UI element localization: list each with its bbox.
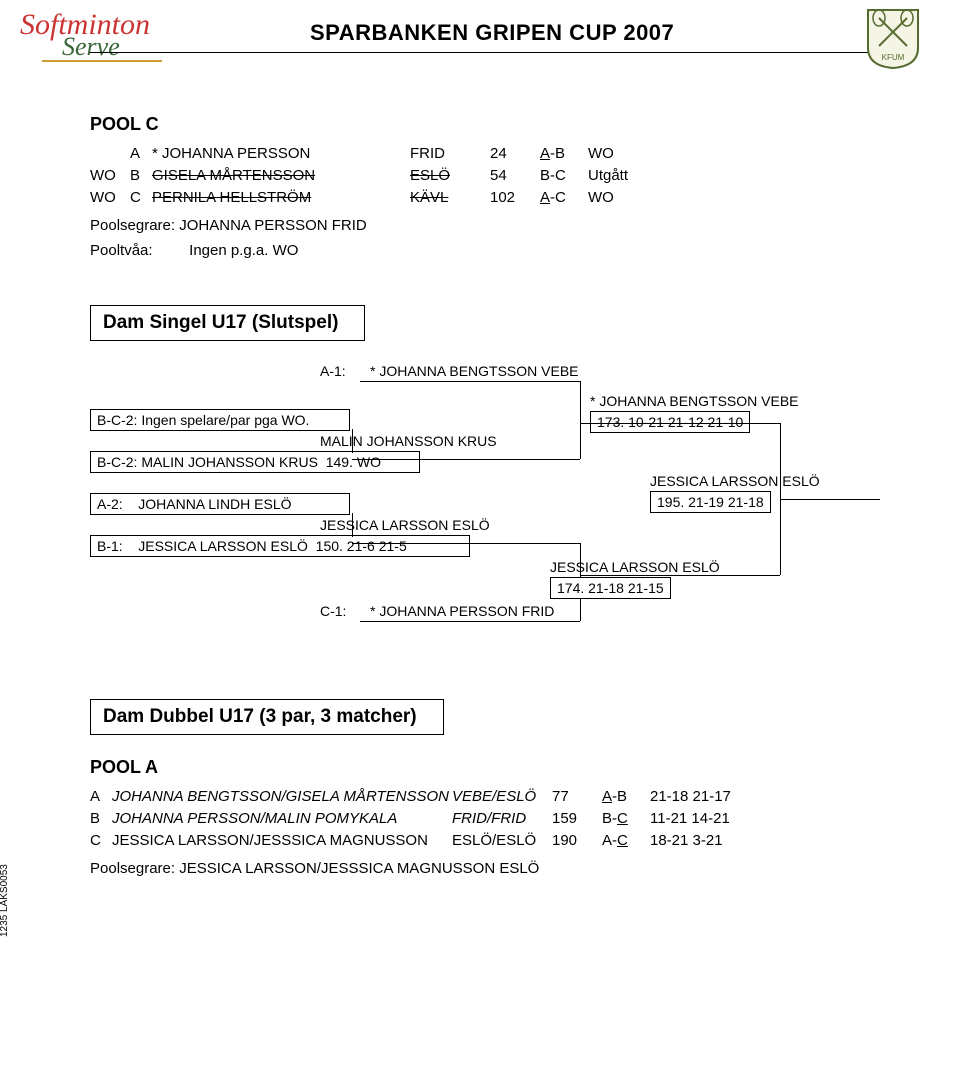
row-result: Utgått [588, 165, 850, 187]
semi-top-score: 173. 10-21 21-12 21-10 [590, 411, 750, 433]
pool-c-label: POOL C [90, 114, 890, 135]
row-num: 54 [490, 165, 540, 187]
row-match: A-C [602, 830, 650, 852]
logo-left: Softminton Serve [20, 8, 180, 62]
c1-label: C-1: [320, 603, 346, 619]
row-club: VEBE/ESLÖ [452, 786, 552, 808]
pool-row: WO C PERNILA HELLSTRÖM KÄVL 102 A-C WO [90, 187, 850, 209]
pool-row: WO B GISELA MÅRTENSSON ESLÖ 54 B-C Utgåt… [90, 165, 850, 187]
row-code: C [130, 187, 152, 209]
row-pre: WO [90, 165, 130, 187]
row-result: 21-18 21-17 [650, 786, 850, 808]
row-club: ESLÖ [410, 165, 490, 187]
row-name: GISELA MÅRTENSSON [152, 165, 410, 187]
row-result: 11-21 14-21 [650, 808, 850, 830]
bracket-line [580, 381, 581, 459]
shield-icon: KFUM [866, 8, 920, 70]
bracket-line [780, 499, 880, 500]
row-code: B [90, 808, 112, 830]
row-match: B-C [540, 165, 588, 187]
row-result: WO [588, 187, 850, 209]
pool-row: A * JOHANNA PERSSON FRID 24 A-B WO [90, 143, 850, 165]
a2-box: A-2: JOHANNA LINDH ESLÖ [90, 493, 350, 515]
bracket-line [352, 513, 353, 537]
page-title: SPARBANKEN GRIPEN CUP 2007 [310, 20, 674, 46]
row-code: B [130, 165, 152, 187]
row-num: 77 [552, 786, 602, 808]
bracket-line [360, 381, 580, 382]
bracket-line [352, 429, 353, 453]
row-names: JESSICA LARSSON/JESSSICA MAGNUSSON [112, 830, 452, 852]
row-code: C [90, 830, 112, 852]
bracket: A-1: * JOHANNA BENGTSSON VEBE * JOHANNA … [90, 363, 890, 653]
row-match: B-C [602, 808, 650, 830]
dubbel-row: B JOHANNA PERSSON/MALIN POMYKALA FRID/FR… [90, 808, 850, 830]
semi-bot-name: JESSICA LARSSON ESLÖ [550, 559, 720, 575]
row-result: WO [588, 143, 850, 165]
dubbel-title: Dam Dubbel U17 (3 par, 3 matcher) [90, 699, 444, 735]
row-result: 18-21 3-21 [650, 830, 850, 852]
b1-box: B-1: JESSICA LARSSON ESLÖ 150. 21-6 21-5 [90, 535, 470, 557]
mid-upper-name: MALIN JOHANSSON KRUS [320, 433, 497, 449]
row-club: FRID/FRID [452, 808, 552, 830]
row-code: A [90, 786, 112, 808]
pool-c-section: POOL C A * JOHANNA PERSSON FRID 24 A-B W… [90, 114, 890, 259]
a1-label: A-1: [320, 363, 346, 379]
row-names: JOHANNA PERSSON/MALIN POMYKALA [112, 808, 452, 830]
a1-value: * JOHANNA BENGTSSON VEBE [370, 363, 579, 379]
row-club: KÄVL [410, 187, 490, 209]
row-num: 102 [490, 187, 540, 209]
row-match: A-B [602, 786, 650, 808]
poolsegrare-line: Poolsegrare: JOHANNA PERSSON FRID [90, 217, 890, 234]
final-score: 195. 21-19 21-18 [650, 491, 771, 513]
bracket-line [580, 423, 780, 424]
bc2b-box: B-C-2: MALIN JOHANSSON KRUS 149. WO [90, 451, 420, 473]
bracket-line [352, 459, 580, 460]
c1-value: * JOHANNA PERSSON FRID [370, 603, 554, 619]
dubbel-row: A JOHANNA BENGTSSON/GISELA MÅRTENSSON VE… [90, 786, 850, 808]
semi-top-name: * JOHANNA BENGTSSON VEBE [590, 393, 799, 409]
row-name: * JOHANNA PERSSON [152, 143, 410, 165]
semi-bot-score: 174. 21-18 21-15 [550, 577, 671, 599]
row-match: A-B [540, 143, 588, 165]
header-rule [90, 52, 890, 53]
row-pre [90, 143, 130, 165]
row-pre: WO [90, 187, 130, 209]
side-reference: 1235 LÅKS0053 [0, 864, 10, 937]
dubbel-section: Dam Dubbel U17 (3 par, 3 matcher) POOL A… [90, 683, 890, 877]
row-club: FRID [410, 143, 490, 165]
pool-a-label: POOL A [90, 757, 890, 778]
row-name: PERNILA HELLSTRÖM [152, 187, 410, 209]
row-code: A [130, 143, 152, 165]
pooltvaa-line: Pooltvåa: Ingen p.g.a. WO [90, 242, 890, 259]
dubbel-poolsegrare: Poolsegrare: JESSICA LARSSON/JESSSICA MA… [90, 860, 890, 877]
row-num: 159 [552, 808, 602, 830]
row-num: 190 [552, 830, 602, 852]
svg-text:KFUM: KFUM [882, 53, 905, 62]
bracket-line [352, 543, 580, 544]
bracket-line [580, 575, 780, 576]
row-match: A-C [540, 187, 588, 209]
mid-lower-name: JESSICA LARSSON ESLÖ [320, 517, 490, 533]
row-names: JOHANNA BENGTSSON/GISELA MÅRTENSSON [112, 786, 452, 808]
dubbel-row: C JESSICA LARSSON/JESSSICA MAGNUSSON ESL… [90, 830, 850, 852]
bc2a-box: B-C-2: Ingen spelare/par pga WO. [90, 409, 350, 431]
page-header: Softminton Serve SPARBANKEN GRIPEN CUP 2… [90, 14, 890, 84]
bracket-line [360, 621, 580, 622]
slutspel-title: Dam Singel U17 (Slutspel) [90, 305, 365, 341]
row-num: 24 [490, 143, 540, 165]
final-name: JESSICA LARSSON ESLÖ [650, 473, 820, 489]
row-club: ESLÖ/ESLÖ [452, 830, 552, 852]
slutspel-section: Dam Singel U17 (Slutspel) A-1: * JOHANNA… [90, 289, 890, 653]
